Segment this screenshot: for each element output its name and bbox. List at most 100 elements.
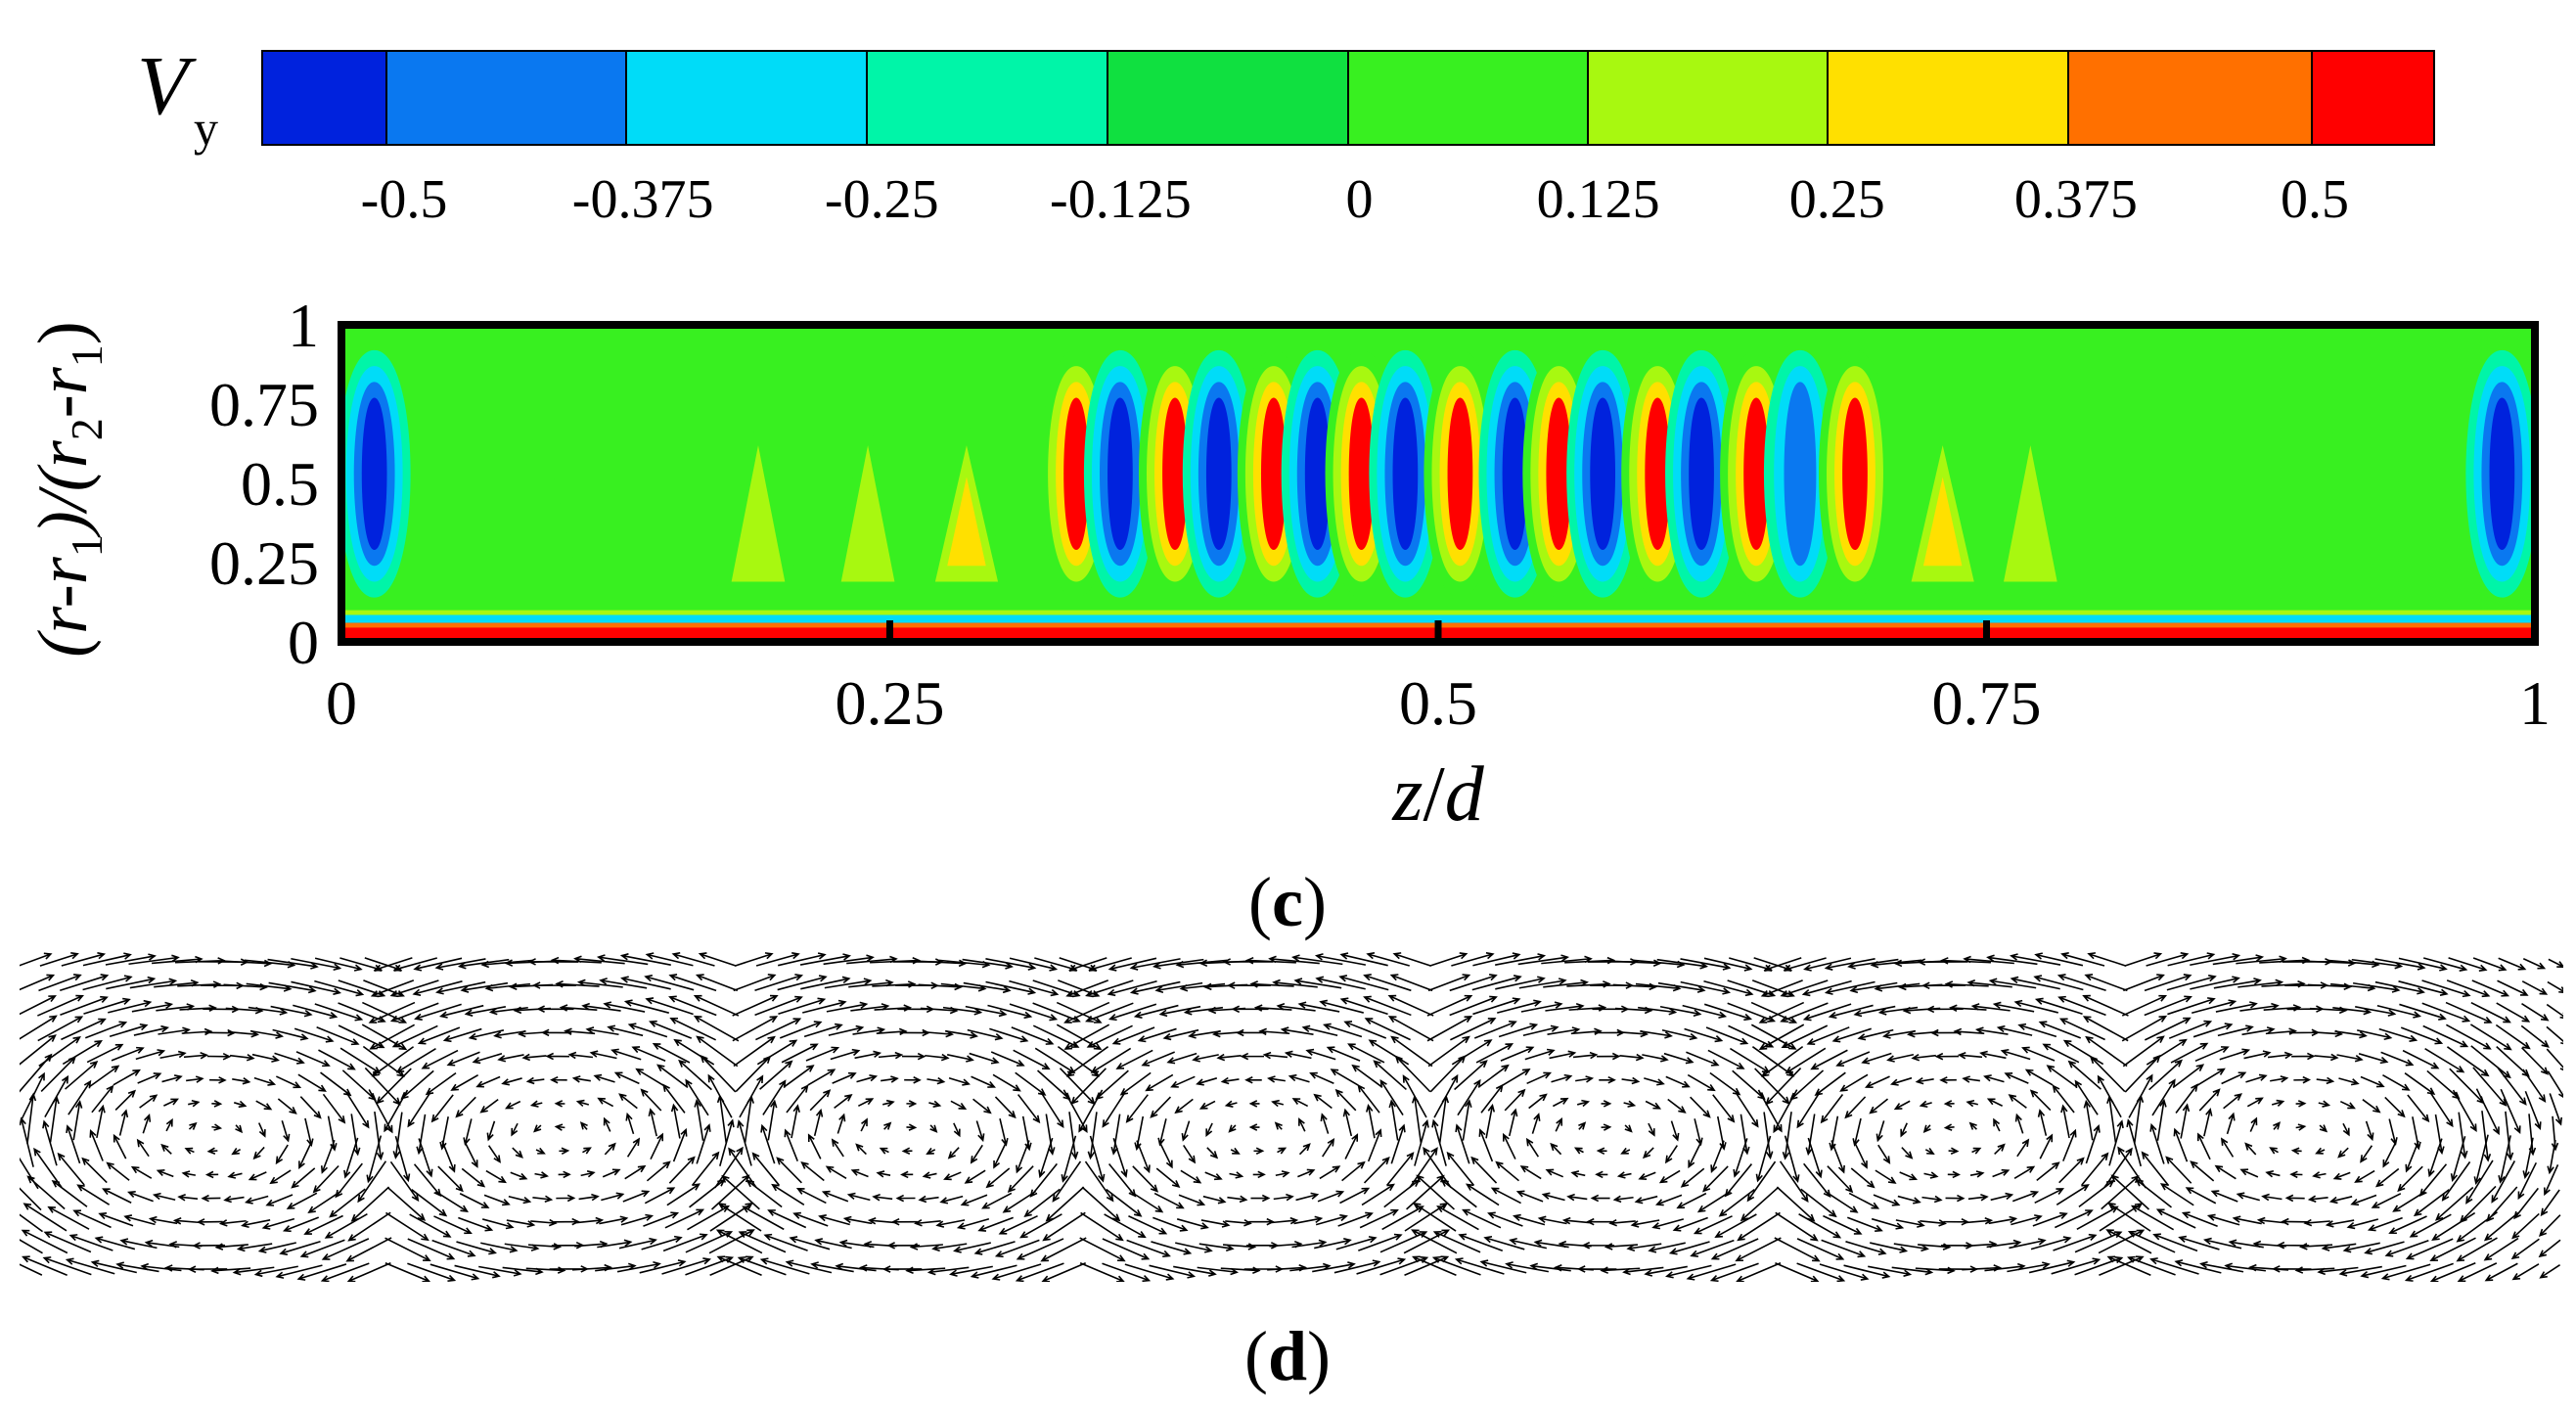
velocity-vector — [1312, 1261, 1356, 1273]
velocity-vector — [2082, 1016, 2129, 1042]
velocity-vector — [1088, 957, 1132, 973]
velocity-vector — [857, 1098, 875, 1108]
colorbar-swatch — [1827, 50, 2069, 146]
velocity-vector — [2524, 1090, 2542, 1130]
velocity-vector — [1314, 1238, 1352, 1250]
velocity-vector — [962, 958, 1014, 970]
velocity-vector — [1690, 1096, 1711, 1118]
velocity-vector — [384, 1237, 431, 1262]
velocity-vector — [2221, 1071, 2247, 1085]
velocity-vector — [2011, 1214, 2043, 1226]
velocity-vector — [2013, 1165, 2036, 1179]
velocity-vector — [1198, 1100, 1216, 1110]
velocity-vector — [1052, 1160, 1082, 1203]
contour-lobe — [1590, 397, 1616, 551]
velocity-vector — [1002, 1190, 1037, 1213]
colorbar-tick-label: 0 — [1346, 169, 1374, 230]
velocity-vector — [975, 1120, 985, 1143]
contour-lobe — [1689, 397, 1714, 551]
velocity-vector — [581, 1002, 621, 1012]
velocity-vector — [1315, 1213, 1348, 1226]
velocity-vector — [1495, 953, 1547, 966]
velocity-vector — [746, 1179, 783, 1208]
velocity-vector — [734, 952, 774, 967]
velocity-vector — [1129, 1190, 1164, 1213]
velocity-vector — [2446, 1046, 2490, 1077]
velocity-vector — [2062, 1039, 2104, 1066]
velocity-vector — [244, 1195, 269, 1205]
velocity-vector — [1672, 1216, 1708, 1232]
colorbar-swatches — [261, 50, 2435, 146]
velocity-vector — [1084, 1160, 1114, 1203]
velocity-vector — [2210, 1190, 2238, 1203]
velocity-vector — [1216, 1053, 1242, 1062]
velocity-vector — [1873, 1194, 1901, 1206]
velocity-vector — [1271, 1099, 1285, 1108]
velocity-vector — [1011, 1026, 1055, 1045]
colorbar-swatch — [866, 50, 1108, 146]
velocity-vector — [2374, 980, 2425, 995]
velocity-vector — [206, 1147, 218, 1155]
velocity-vector — [2185, 1187, 2217, 1205]
velocity-vector — [607, 1024, 644, 1037]
velocity-vector — [2357, 1029, 2393, 1041]
velocity-vector — [835, 1262, 877, 1272]
velocity-vector — [1599, 1075, 1616, 1084]
velocity-vector — [21, 1229, 68, 1254]
velocity-vector — [163, 1264, 204, 1272]
velocity-vector — [1045, 1114, 1056, 1156]
velocity-vector — [2232, 1215, 2262, 1225]
velocity-vector — [446, 1051, 480, 1067]
velocity-vector — [140, 1262, 182, 1272]
velocity-vector — [1710, 1140, 1725, 1173]
velocity-vector — [2404, 1262, 2454, 1282]
velocity-vector — [733, 974, 777, 992]
velocity-vector — [2175, 1083, 2198, 1114]
velocity-vector — [2539, 1264, 2561, 1279]
velocity-vector — [2481, 1111, 2492, 1162]
velocity-vector — [905, 1266, 946, 1275]
velocity-vector — [1900, 1122, 1908, 1138]
velocity-vector — [715, 1229, 763, 1254]
velocity-vector — [1040, 1091, 1064, 1129]
velocity-vector — [2013, 999, 2058, 1014]
velocity-vector — [1244, 956, 1296, 965]
velocity-vector — [2014, 1113, 2024, 1134]
velocity-vector — [429, 1263, 480, 1281]
velocity-vector — [2087, 952, 2127, 967]
velocity-vector — [1714, 1213, 1757, 1238]
contour-lobe — [495, 413, 583, 598]
velocity-vector — [2256, 1216, 2284, 1225]
contour-lobe — [1842, 397, 1868, 551]
velocity-vector — [1810, 1049, 1848, 1070]
x-tick-label: 0.25 — [836, 668, 945, 738]
velocity-vector — [1225, 1218, 1252, 1227]
velocity-vector — [1623, 1100, 1637, 1108]
velocity-vector — [545, 1052, 569, 1061]
velocity-vector — [2034, 1188, 2065, 1205]
velocity-vector — [807, 1069, 836, 1086]
velocity-vector — [1188, 1029, 1221, 1039]
velocity-vector — [1280, 1026, 1314, 1035]
velocity-vector — [2017, 1023, 2057, 1038]
velocity-vector — [2500, 1088, 2521, 1135]
velocity-vector — [303, 1214, 343, 1235]
velocity-vector — [384, 1211, 429, 1242]
velocity-vector — [389, 1002, 439, 1023]
velocity-vector — [1495, 976, 1546, 990]
velocity-vector — [807, 1133, 822, 1160]
velocity-vector — [2036, 1161, 2060, 1182]
velocity-vector — [450, 1073, 479, 1091]
velocity-vector — [2121, 1015, 2168, 1042]
velocity-vector — [1363, 1156, 1390, 1184]
velocity-vector — [2148, 1059, 2183, 1091]
velocity-vector — [754, 974, 804, 992]
velocity-vector — [113, 1133, 127, 1160]
velocity-vector — [2528, 1114, 2537, 1157]
velocity-vector — [384, 1089, 409, 1133]
velocity-vector — [2294, 1266, 2335, 1274]
velocity-vector — [778, 997, 827, 1016]
velocity-vector — [1390, 1123, 1406, 1164]
velocity-vector — [1268, 955, 1320, 965]
velocity-vector — [578, 1193, 600, 1202]
